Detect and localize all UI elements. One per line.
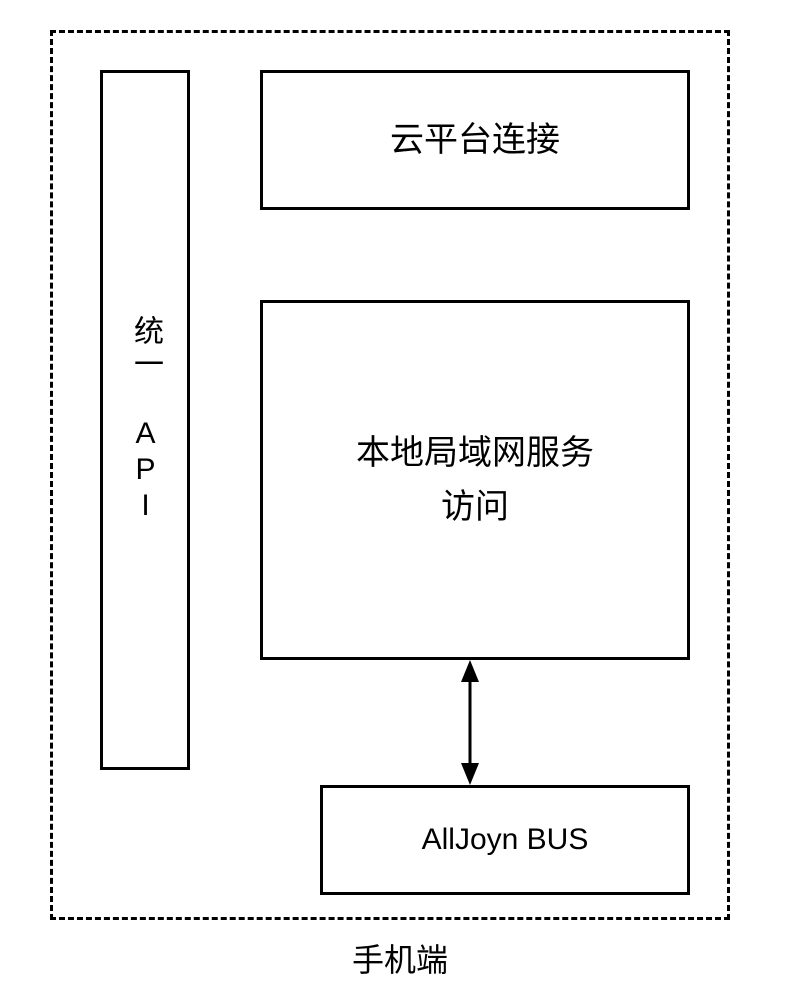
- box-unified-api: 统一 API: [100, 70, 190, 770]
- box-lan-service-label: 本地局域网服务访问: [356, 426, 594, 535]
- box-cloud-connection-label: 云平台连接: [390, 113, 560, 167]
- caption-phone-end: 手机端: [300, 935, 500, 981]
- arrow-lan-bus: [452, 660, 488, 785]
- box-alljoyn-bus-label: AllJoyn BUS: [422, 816, 589, 864]
- box-cloud-connection: 云平台连接: [260, 70, 690, 210]
- box-alljoyn-bus: AllJoyn BUS: [320, 785, 690, 895]
- box-unified-api-label: 统一 API: [121, 315, 169, 525]
- caption-phone-end-label: 手机端: [352, 942, 448, 978]
- box-lan-service: 本地局域网服务访问: [260, 300, 690, 660]
